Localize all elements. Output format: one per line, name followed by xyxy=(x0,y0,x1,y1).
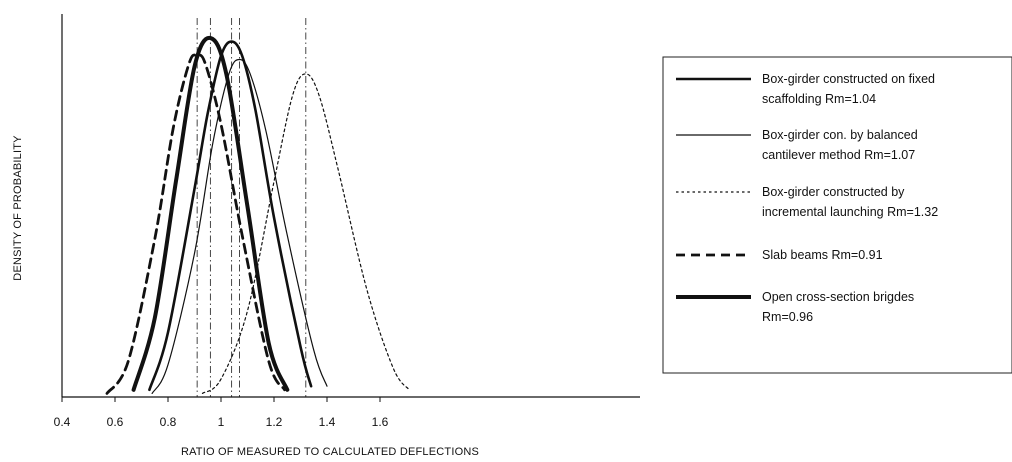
x-tick-label: 0.4 xyxy=(54,415,71,429)
legend-label-box-girder-constructed-on-fixed-scaffolding-rm-1-04: Box-girder constructed on fixed xyxy=(762,72,935,86)
x-tick-label: 1.6 xyxy=(372,415,389,429)
legend: Box-girder constructed on fixed scaffoldi… xyxy=(662,56,1012,374)
legend-label-slab-beams-rm-0-91: Slab beams Rm=0.91 xyxy=(762,248,883,262)
legend-label-box-girder-con-by-balanced-cantilever-method-rm-1-07: cantilever method Rm=1.07 xyxy=(762,148,915,162)
series-line-box-girder-constructed-by-incremental-launching-rm-1-32 xyxy=(201,73,410,394)
y-axis-title: DENSITY OF PROBABILITY xyxy=(12,135,24,281)
series-line-open-cross-section-brigdes-rm-0-96 xyxy=(131,35,290,392)
legend-label-box-girder-constructed-by-incremental-launching-rm-1-32: Box-girder constructed by xyxy=(762,185,905,199)
x-tick-label: 1.2 xyxy=(266,415,283,429)
axes: 0.4 0.6 0.8 1 1.2 1.4 1.6 xyxy=(54,14,640,429)
plot-area xyxy=(105,18,410,397)
x-tick-label: 0.8 xyxy=(160,415,177,429)
legend-label-box-girder-constructed-on-fixed-scaffolding-rm-1-04: scaffolding Rm=1.04 xyxy=(762,92,876,106)
series-line-slab-beams-rm-0-91 xyxy=(105,53,286,395)
legend-label-box-girder-constructed-by-incremental-launching-rm-1-32: incremental launching Rm=1.32 xyxy=(762,205,938,219)
legend-box xyxy=(662,56,1012,374)
x-tick-label: 1 xyxy=(218,415,225,429)
legend-label-open-cross-section-brigdes-rm-0-96: Rm=0.96 xyxy=(762,310,813,324)
legend-label-open-cross-section-brigdes-rm-0-96: Open cross-section brigdes xyxy=(762,290,914,304)
series-line-box-girder-con-by-balanced-cantilever-method-rm-1-07 xyxy=(151,58,328,394)
x-axis-title: RATIO OF MEASURED TO CALCULATED DEFLECTI… xyxy=(181,446,479,458)
legend-label-box-girder-con-by-balanced-cantilever-method-rm-1-07: Box-girder con. by balanced xyxy=(762,128,918,142)
x-tick-label: 1.4 xyxy=(319,415,336,429)
x-tick-label: 0.6 xyxy=(107,415,124,429)
series-line-box-girder-constructed-on-fixed-scaffolding-rm-1-04 xyxy=(148,40,313,392)
